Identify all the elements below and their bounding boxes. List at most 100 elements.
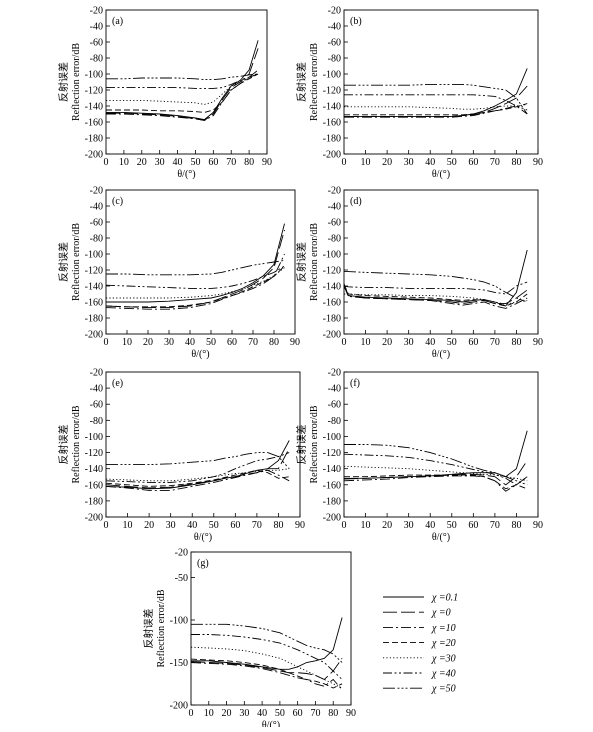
series-line (191, 623, 343, 663)
panel-label: (c) (112, 196, 123, 207)
series-line (343, 249, 528, 307)
x-tick-label: 50 (190, 157, 200, 168)
x-tick-label: 10 (123, 520, 133, 531)
y-tick-label: -120 (323, 448, 341, 459)
y-tick-label: -60 (328, 218, 341, 229)
x-tick-label: 40 (257, 708, 267, 719)
plot-frame (105, 189, 296, 335)
y-axis-label: Reflection error/dB (156, 589, 167, 667)
x-tick-label: 20 (382, 520, 392, 531)
x-tick-label: 0 (342, 337, 347, 348)
x-tick-label: 80 (273, 520, 283, 531)
y-tick-label: -80 (90, 416, 103, 427)
y-tick-label: -100 (170, 616, 188, 627)
y-tick-label: -80 (328, 234, 341, 245)
x-tick-label: 40 (425, 337, 435, 348)
series-line (343, 285, 528, 309)
panel-label: (b) (350, 16, 362, 27)
series-line (106, 73, 259, 89)
x-tick-label: 70 (226, 157, 236, 168)
y-tick-label: -120 (85, 448, 103, 459)
x-tick-label: 0 (189, 708, 194, 719)
x-tick-label: 20 (144, 520, 154, 531)
y-axis-label-cn: 反射误差 (295, 425, 308, 465)
series-line (344, 474, 528, 490)
x-tick-label: 60 (468, 520, 478, 531)
y-tick-label: -120 (323, 86, 341, 97)
y-tick-label: -100 (85, 432, 103, 443)
y-tick-label: -100 (85, 70, 103, 81)
series-line (344, 105, 528, 118)
x-axis-label: θ/(°) (432, 349, 450, 360)
x-tick-label: 20 (143, 337, 153, 348)
legend-entry: χ =0.1 (431, 593, 458, 604)
y-tick-label: -40 (328, 384, 341, 395)
x-tick-label: 30 (164, 337, 174, 348)
x-tick-label: 90 (533, 157, 543, 168)
y-tick-label: -40 (90, 22, 103, 33)
y-axis-label: Reflection error/dB (309, 223, 320, 301)
y-axis-label: Reflection error/dB (71, 405, 82, 483)
y-tick-label: -160 (85, 118, 103, 129)
y-axis-label-cn: 反射误差 (142, 609, 155, 649)
x-tick-label: 10 (361, 520, 371, 531)
series-line (190, 662, 343, 690)
y-tick-label: -180 (85, 496, 103, 507)
x-tick-label: 80 (511, 157, 521, 168)
x-tick-label: 0 (104, 520, 109, 531)
x-tick-label: 0 (342, 520, 347, 531)
panel-label: (d) (350, 196, 362, 207)
x-tick-label: 60 (468, 337, 478, 348)
y-tick-label: -60 (90, 218, 103, 229)
x-axis-label: θ/(°) (194, 532, 212, 543)
panel-label: (f) (350, 378, 360, 389)
y-tick-label: -200 (85, 513, 103, 524)
y-tick-label: -140 (85, 102, 103, 113)
y-tick-label: -20 (90, 186, 103, 197)
x-tick-label: 70 (490, 520, 500, 531)
series-line (344, 94, 528, 111)
series-line (105, 469, 290, 487)
x-tick-label: 70 (310, 708, 320, 719)
x-tick-label: 80 (244, 157, 254, 168)
y-axis-label: Reflection error/dB (309, 405, 320, 483)
x-tick-label: 60 (227, 337, 237, 348)
x-tick-label: 80 (328, 708, 338, 719)
series-line (343, 281, 528, 295)
series-line (343, 465, 528, 482)
y-tick-label: -200 (85, 150, 103, 161)
y-axis-label-cn: 反射误差 (57, 62, 70, 102)
y-tick-label: -80 (328, 54, 341, 65)
series-line (106, 40, 259, 121)
y-axis-label: Reflection error/dB (71, 223, 82, 301)
series-line (105, 265, 285, 289)
plot-frame (105, 371, 301, 518)
y-tick-label: -20 (328, 186, 341, 197)
series-line (344, 83, 528, 115)
y-tick-label: -20 (328, 6, 341, 17)
series-line (105, 469, 290, 491)
y-axis-label: Reflection error/dB (309, 43, 320, 121)
x-tick-label: 70 (252, 520, 262, 531)
series-line (190, 646, 343, 689)
x-tick-label: 30 (404, 157, 414, 168)
x-tick-label: 0 (342, 157, 347, 168)
x-tick-label: 90 (262, 157, 272, 168)
y-tick-label: -20 (175, 548, 188, 559)
y-tick-label: -100 (85, 250, 103, 261)
series-line (344, 293, 528, 305)
y-tick-label: -200 (85, 330, 103, 341)
x-tick-label: 20 (382, 337, 392, 348)
y-axis-label-cn: 反射误差 (57, 242, 70, 282)
series-line (106, 223, 285, 303)
x-tick-label: 10 (204, 708, 214, 719)
x-tick-label: 0 (104, 157, 109, 168)
series-line (343, 475, 528, 492)
x-axis-label: θ/(°) (262, 720, 280, 727)
y-tick-label: -60 (328, 400, 341, 411)
x-tick-label: 60 (293, 708, 303, 719)
